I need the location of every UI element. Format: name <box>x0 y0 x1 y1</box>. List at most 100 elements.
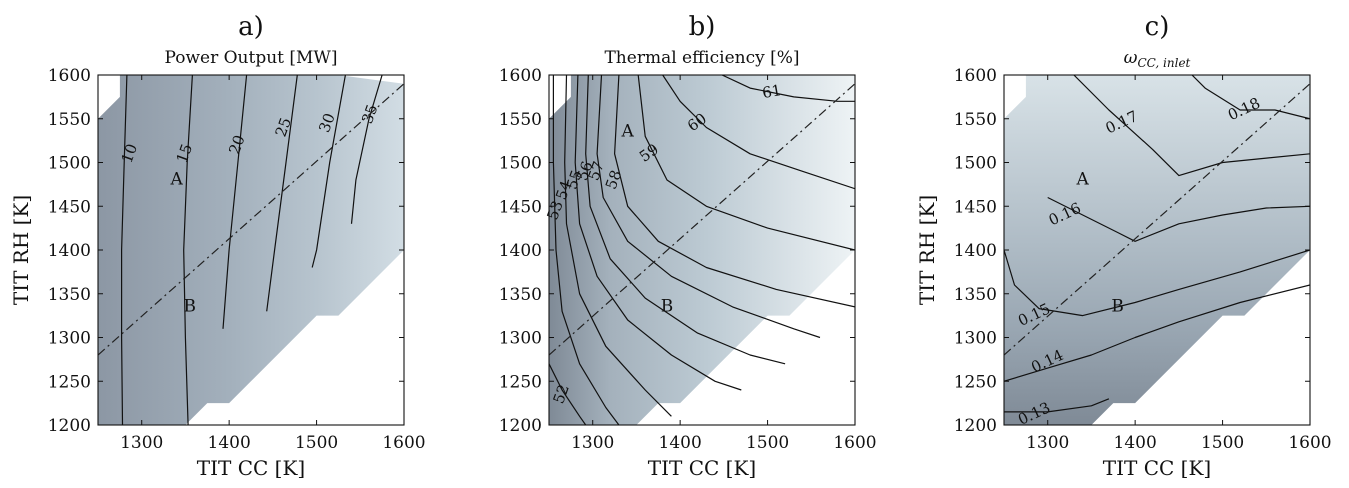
x-tick-label: 1600 <box>833 433 876 453</box>
y-tick-label: 1250 <box>954 372 997 392</box>
y-tick-label: 1250 <box>499 372 542 392</box>
y-tick-label: 1600 <box>954 66 997 86</box>
contour-line <box>350 75 383 224</box>
y-tick-label: 1300 <box>499 329 542 349</box>
y-tick-label: 1600 <box>499 66 542 86</box>
x-tick-label: 1500 <box>295 433 338 453</box>
x-tick-label: 1300 <box>120 433 163 453</box>
chart-panel-1: 10 15 20 25 30 35 A B 1300 1400 1500 1600 1200 1250 13… <box>9 12 426 480</box>
contour-label: 30 <box>315 111 338 135</box>
contour-line <box>121 75 128 425</box>
y-tick-label: 1500 <box>954 154 997 174</box>
contour-line <box>266 75 298 312</box>
y-tick-label: 1450 <box>48 197 91 217</box>
y-tick-label: 1200 <box>499 416 542 436</box>
panel-title: Thermal efficiency [%] <box>604 48 799 68</box>
contour-line <box>1004 398 1110 413</box>
region-label: B <box>661 296 674 316</box>
y-tick-label: 1350 <box>48 285 91 305</box>
contour-line <box>549 363 587 425</box>
x-axis-label: TIT CC [K] <box>648 456 756 480</box>
contour-line <box>614 75 855 308</box>
contour-label: 25 <box>272 115 295 139</box>
contour-label: 35 <box>358 102 381 126</box>
y-tick-label: 1550 <box>954 110 997 130</box>
y-tick-label: 1400 <box>499 241 542 261</box>
contour-label: 20 <box>225 133 248 157</box>
y-tick-label: 1200 <box>954 416 997 436</box>
region-label: A <box>621 121 635 141</box>
y-tick-label: 1500 <box>48 154 91 174</box>
y-tick-label: 1350 <box>499 285 542 305</box>
contour-line <box>1004 249 1310 317</box>
contour-label: 58 <box>602 168 625 192</box>
panel-letter: c) <box>1145 12 1170 42</box>
contour-line <box>564 75 672 417</box>
contour-line <box>574 75 742 391</box>
x-axis-label: TIT CC [K] <box>197 456 305 480</box>
panel-letter: a) <box>238 12 264 42</box>
y-axis-label: TIT RH [K] <box>9 195 33 305</box>
contour-label: 57 <box>584 159 607 183</box>
y-tick-label: 1450 <box>499 197 542 217</box>
data-domain-fill <box>98 75 404 425</box>
panel-letter: b) <box>689 12 716 42</box>
y-tick-label: 1450 <box>954 197 997 217</box>
contour-line <box>596 75 821 339</box>
contour-label: 54 <box>552 178 575 202</box>
y-tick-label: 1350 <box>954 285 997 305</box>
contour-line <box>1004 284 1310 382</box>
contour-line <box>637 75 855 251</box>
x-tick-label: 1300 <box>1026 433 1069 453</box>
region-label: B <box>1111 296 1124 316</box>
y-tick-label: 1400 <box>48 241 91 261</box>
contour-label: 10 <box>118 141 141 165</box>
contour-line <box>222 75 248 329</box>
panel-title: ωCC, inlet <box>1124 48 1191 70</box>
contour-line <box>1191 75 1310 120</box>
y-tick-label: 1550 <box>499 110 542 130</box>
x-tick-label: 1600 <box>382 433 425 453</box>
contour-line <box>183 75 193 425</box>
region-label: A <box>170 170 184 190</box>
x-axis-label: TIT CC [K] <box>1103 456 1211 480</box>
x-tick-label: 1400 <box>659 433 702 453</box>
y-tick-label: 1550 <box>48 110 91 130</box>
y-tick-label: 1300 <box>954 329 997 349</box>
contour-line <box>311 75 346 268</box>
contour-line <box>721 75 855 102</box>
x-tick-label: 1400 <box>1114 433 1157 453</box>
region-label: B <box>184 296 197 316</box>
y-tick-label: 1600 <box>48 66 91 86</box>
contour-label: 61 <box>761 81 783 102</box>
y-tick-label: 1500 <box>499 154 542 174</box>
contour-line <box>662 75 855 190</box>
contour-label: 55 <box>563 168 586 192</box>
contour-line <box>585 75 786 365</box>
x-tick-label: 1300 <box>571 433 614 453</box>
x-tick-label: 1500 <box>746 433 789 453</box>
y-tick-label: 1400 <box>954 241 997 261</box>
y-tick-label: 1200 <box>48 416 91 436</box>
y-tick-label: 1300 <box>48 329 91 349</box>
x-tick-label: 1600 <box>1288 433 1331 453</box>
data-domain-fill <box>1004 75 1310 425</box>
region-boundary-line <box>98 83 404 356</box>
region-boundary-line <box>549 83 855 356</box>
contour-line <box>1073 75 1310 177</box>
y-tick-label: 1250 <box>48 372 91 392</box>
panel-title: Power Output [MW] <box>164 48 337 68</box>
region-boundary-line <box>1004 83 1310 356</box>
region-label: A <box>1076 170 1090 190</box>
contour-label: 15 <box>173 141 196 165</box>
x-tick-label: 1400 <box>208 433 251 453</box>
contour-line <box>1047 196 1310 242</box>
x-tick-label: 1500 <box>1201 433 1244 453</box>
contour-label: 56 <box>573 159 596 183</box>
contour-label: 52 <box>549 382 572 406</box>
data-domain-fill <box>549 75 855 425</box>
y-axis-label: TIT RH [K] <box>915 195 939 305</box>
